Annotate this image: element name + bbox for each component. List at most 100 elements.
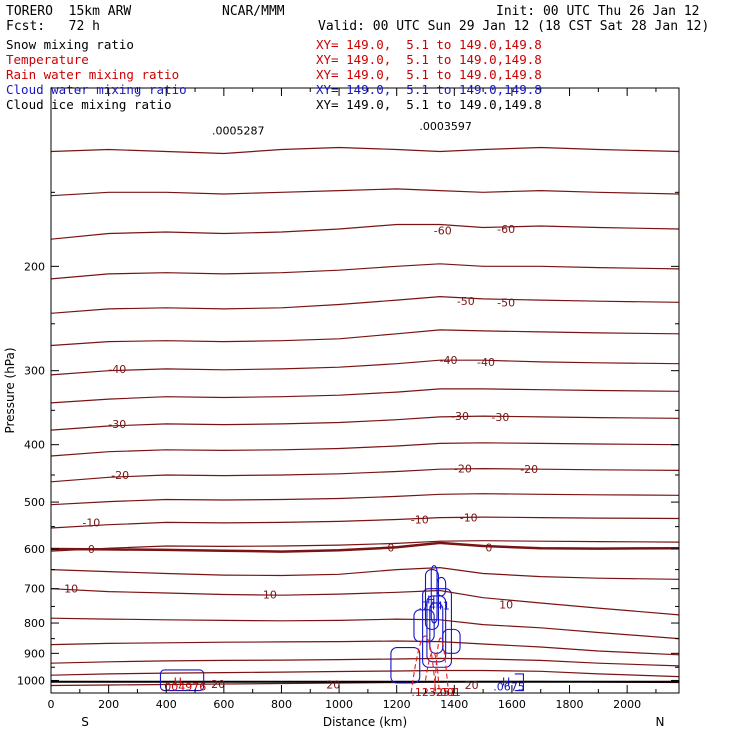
contour-label: 10 — [499, 599, 513, 612]
field-name: Cloud ice mixing ratio — [6, 97, 172, 112]
field-xy-range: XY= 149.0, 5.1 to 149.0,149.8 — [316, 37, 542, 52]
contour-label: -60 — [434, 225, 452, 238]
isotherm-line — [51, 516, 679, 529]
isotherm-line — [51, 388, 679, 404]
isotherm-line — [51, 415, 679, 431]
isotherm-line — [51, 442, 679, 457]
contour-label: 10 — [263, 588, 277, 601]
cloud-water-contour — [430, 565, 438, 624]
y-tick-label: 900 — [24, 647, 45, 660]
isotherm-line — [51, 188, 679, 197]
isotherm-line — [51, 146, 679, 155]
contour-label: 0 — [88, 543, 95, 556]
x-tick-label: 1800 — [556, 698, 584, 711]
field-value-label: .004976 — [161, 681, 207, 694]
cloud-water-contour — [159, 669, 205, 692]
contour-label: 20 — [326, 679, 340, 692]
field-xy-range: XY= 149.0, 5.1 to 149.0,149.8 — [316, 52, 542, 67]
field-name: Cloud water mixing ratio — [6, 82, 187, 97]
rain-water-contour — [424, 651, 440, 693]
y-axis-label: Pressure (hPa) — [3, 347, 17, 433]
field-value-label: H — [502, 676, 510, 689]
isotherm-line — [51, 223, 679, 240]
isotherm-line — [51, 329, 679, 347]
isotherm-line — [51, 263, 679, 280]
isotherm-line — [51, 640, 679, 656]
x-tick-label: 0 — [48, 698, 55, 711]
isotherm-line — [51, 617, 679, 640]
y-tick-label: 400 — [24, 439, 45, 452]
isotherm-line — [51, 541, 679, 553]
contour-label: -10 — [411, 514, 429, 527]
y-tick-label: 700 — [24, 583, 45, 596]
contour-label: -10 — [82, 516, 100, 529]
contour-label: -10 — [460, 512, 478, 525]
field-xy-range: XY= 149.0, 5.1 to 149.0,149.8 — [316, 82, 542, 97]
center-name: NCAR/MMM — [222, 4, 285, 19]
plot-area — [51, 146, 679, 693]
isotherm-line — [51, 295, 679, 314]
y-tick-label: 500 — [24, 496, 45, 509]
isotherm-line — [51, 493, 679, 506]
isotherm-line — [51, 467, 679, 483]
y-tick-label: 1000 — [17, 674, 45, 687]
contour-label: 10 — [64, 583, 78, 596]
x-tick-label: 2000 — [613, 698, 641, 711]
x-tick-label: 200 — [98, 698, 119, 711]
x-tick-label: 1200 — [383, 698, 411, 711]
y-tick-label: 200 — [24, 260, 45, 273]
forecast-hour: Fcst: 72 h — [6, 19, 100, 34]
y-tick-label: 800 — [24, 617, 45, 630]
x-tick-label: 800 — [271, 698, 292, 711]
cloud-water-contour — [413, 609, 435, 643]
isotherm-line — [51, 540, 679, 552]
contour-label: -20 — [520, 463, 538, 476]
cloud-water-contour — [429, 602, 444, 654]
isotherm-line — [51, 359, 679, 376]
isotherm-line — [51, 657, 679, 667]
contour-label: -30 — [108, 418, 126, 431]
init-time: Init: 00 UTC Thu 26 Jan 12 — [496, 4, 700, 19]
field-xy-range: XY= 149.0, 5.1 to 149.0,149.8 — [316, 67, 542, 82]
cloud-water-contour — [436, 576, 447, 597]
contour-label: 0 — [485, 541, 492, 554]
rain-water-contour — [410, 635, 437, 693]
x-tick-label: 1600 — [498, 698, 526, 711]
field-value-label: .001 — [436, 686, 461, 699]
x-tick-label: 600 — [213, 698, 234, 711]
y-tick-label: 300 — [24, 365, 45, 378]
field-name: Temperature — [6, 52, 89, 67]
contour-label: -50 — [497, 296, 515, 309]
isotherm-line — [51, 588, 679, 616]
field-xy-range: XY= 149.0, 5.1 to 149.0,149.8 — [316, 97, 542, 112]
cloud-water-contour — [424, 569, 440, 630]
x-tick-label: 1000 — [325, 698, 353, 711]
rain-water-contour — [434, 637, 450, 693]
contour-label: 20 — [211, 678, 225, 691]
field-value-label: .0675 — [493, 681, 525, 694]
contour-label: -30 — [491, 411, 509, 424]
x-axis-label: Distance (km) — [323, 715, 407, 729]
field-value-label: H — [427, 593, 435, 606]
isotherm-line — [51, 669, 679, 678]
field-value-label: .123251 — [411, 686, 457, 699]
contour-label: -50 — [457, 295, 475, 308]
contour-label: 20 — [465, 679, 479, 692]
field-value-label: .7441 — [418, 600, 450, 613]
cloud-water-contour — [390, 647, 421, 684]
field-name: Snow mixing ratio — [6, 37, 134, 52]
contour-label: -20 — [454, 463, 472, 476]
x-tick-label: 400 — [156, 698, 177, 711]
x-tick-label: 1400 — [440, 698, 468, 711]
contour-label: -40 — [440, 354, 458, 367]
south-end-label: S — [81, 715, 89, 729]
contour-label: -40 — [108, 363, 126, 376]
plot-frame — [50, 87, 680, 694]
valid-time: Valid: 00 UTC Sun 29 Jan 12 (18 CST Sat … — [318, 19, 710, 34]
model-title: TORERO 15km ARW — [6, 4, 132, 19]
field-value-label: .0003597 — [419, 120, 472, 133]
contour-label: -40 — [477, 356, 495, 369]
contour-label: 0 — [387, 541, 394, 554]
field-value-label: H — [174, 676, 182, 689]
